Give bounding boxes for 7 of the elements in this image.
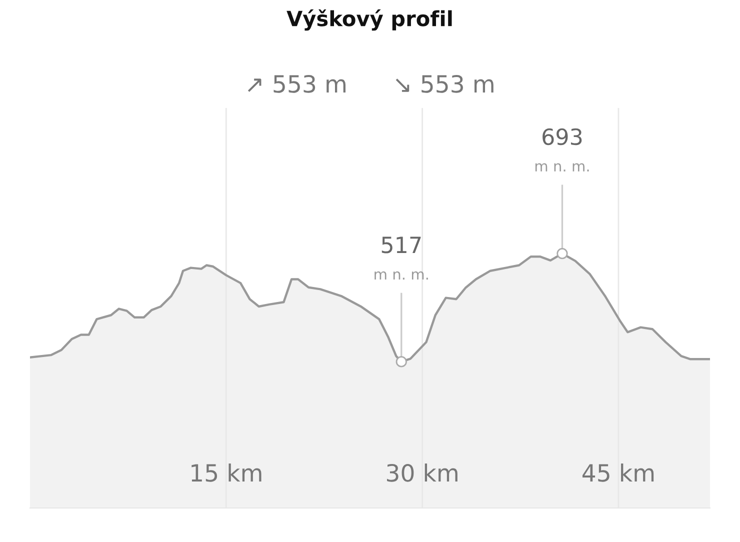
x-tick-label: 30 km — [387, 464, 458, 482]
chart-title: Výškový profil — [286, 9, 452, 31]
chart-subtitle: ↗ 553 m ↘ 553 m — [248, 74, 494, 93]
x-tick-label: 15 km — [192, 464, 262, 482]
annotation: 517 m n. m. — [374, 236, 428, 280]
x-tick-label: 45 km — [582, 464, 654, 482]
annotation: 693 m n. m. — [535, 128, 589, 172]
